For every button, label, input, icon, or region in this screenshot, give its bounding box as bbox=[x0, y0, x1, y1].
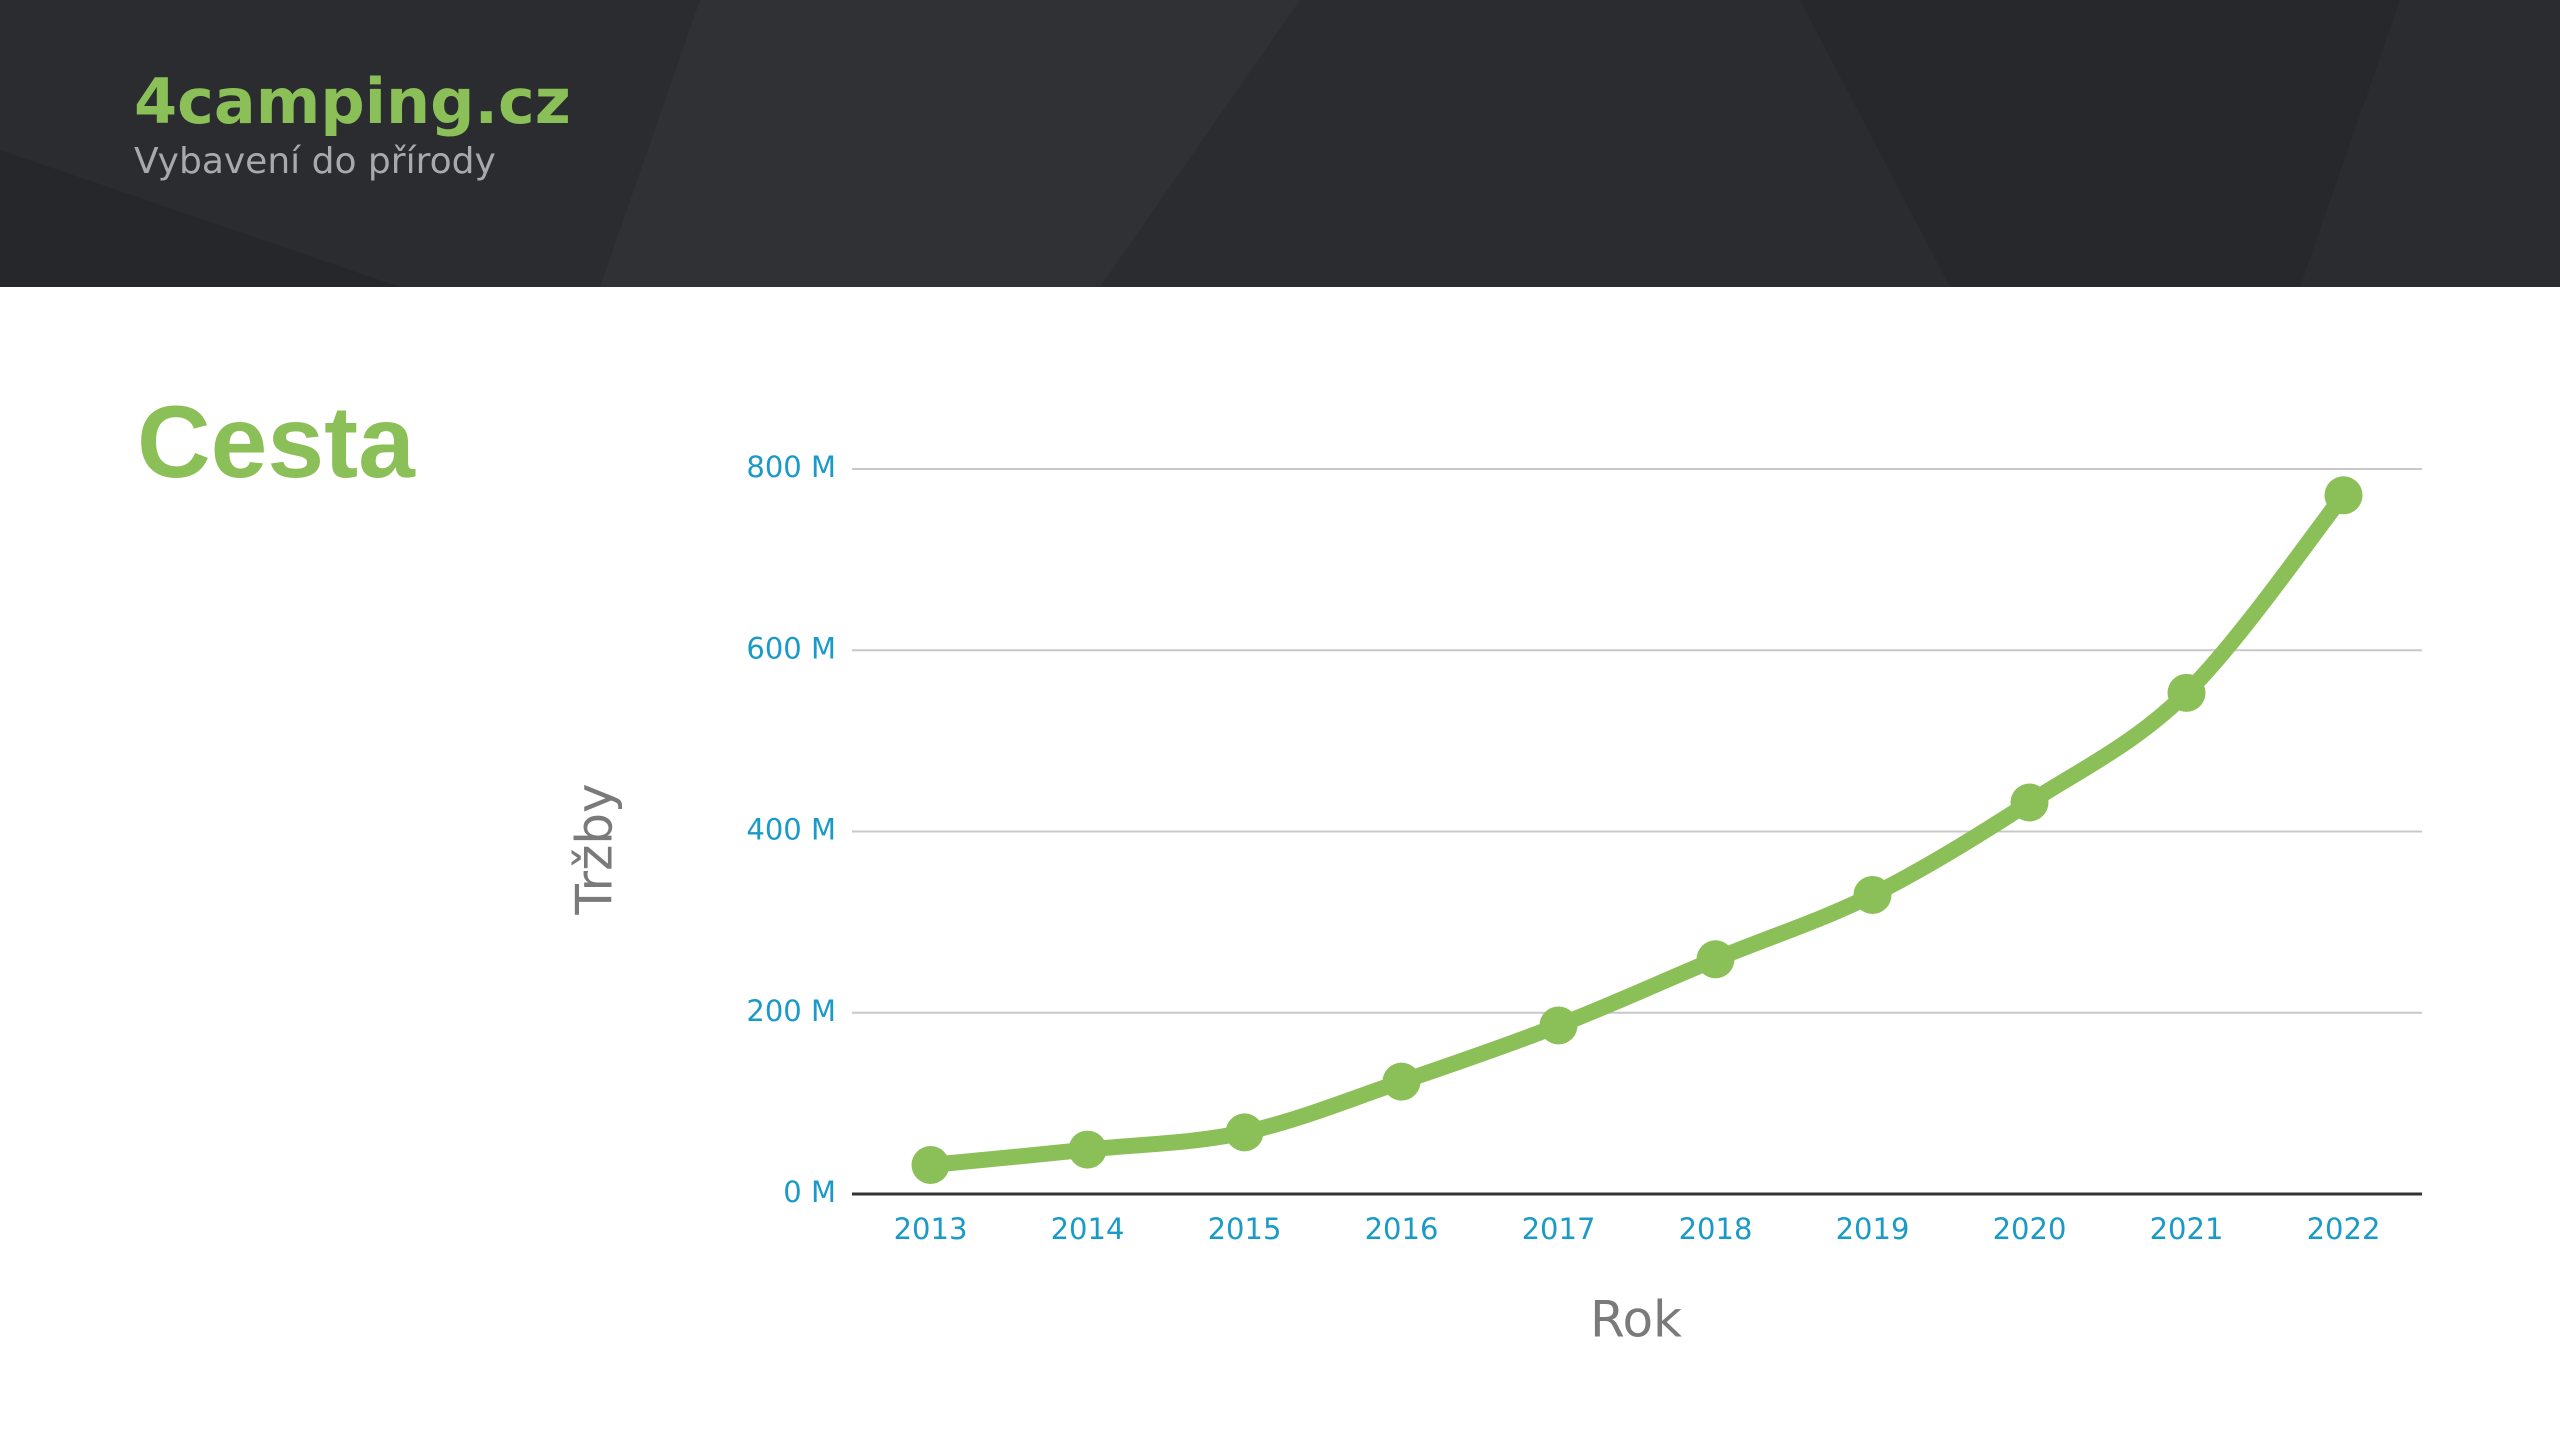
header-shape bbox=[600, 0, 1300, 287]
x-tick-label: 2020 bbox=[1993, 1212, 2067, 1246]
x-axis-title: Rok bbox=[1590, 1291, 1682, 1349]
x-tick-label: 2022 bbox=[2307, 1212, 2381, 1246]
x-tick-label: 2019 bbox=[1836, 1212, 1910, 1246]
slide-title: Cesta bbox=[137, 385, 416, 499]
y-tick-label: 400 M bbox=[746, 813, 836, 847]
point-marker bbox=[1068, 1130, 1107, 1169]
y-tick-label: 800 M bbox=[746, 450, 836, 484]
point-marker bbox=[1696, 940, 1735, 979]
tagline: Vybavení do přírody bbox=[134, 141, 496, 182]
y-tick-label: 200 M bbox=[746, 994, 836, 1028]
y-tick-label: 600 M bbox=[746, 631, 836, 665]
point-marker bbox=[2010, 783, 2049, 822]
logo[interactable]: 4camping.cz bbox=[134, 65, 571, 138]
point-marker bbox=[911, 1146, 950, 1184]
header-shape bbox=[0, 150, 400, 287]
y-axis-title: Tržby bbox=[566, 783, 624, 915]
x-tick-label: 2018 bbox=[1679, 1212, 1753, 1246]
x-tick-label: 2014 bbox=[1051, 1212, 1125, 1246]
x-tick-label: 2015 bbox=[1208, 1212, 1282, 1246]
point-marker bbox=[2324, 476, 2363, 515]
point-marker bbox=[1539, 1006, 1578, 1045]
x-tick-label: 2013 bbox=[894, 1212, 968, 1246]
point-marker bbox=[1225, 1113, 1264, 1152]
series-line bbox=[922, 487, 2352, 1173]
y-tick-label: 0 M bbox=[783, 1175, 836, 1209]
x-tick-label: 2021 bbox=[2150, 1212, 2224, 1246]
point-marker bbox=[1382, 1062, 1421, 1101]
point-marker bbox=[2167, 673, 2206, 712]
x-tick-label: 2016 bbox=[1365, 1212, 1439, 1246]
x-tick-label: 2017 bbox=[1522, 1212, 1596, 1246]
point-marker bbox=[1853, 875, 1892, 914]
header-shape bbox=[1800, 0, 2400, 287]
